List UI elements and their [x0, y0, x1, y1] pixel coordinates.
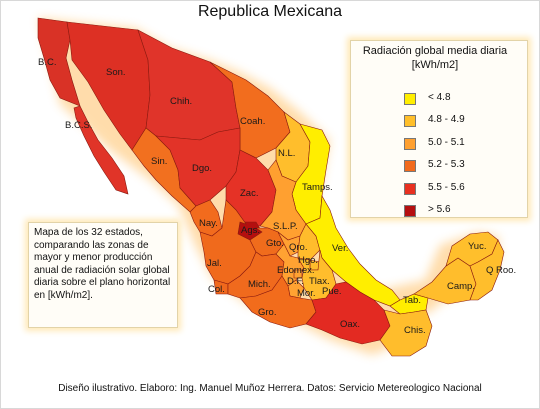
- label-chis: Chis.: [404, 325, 426, 336]
- label-jal: Jal.: [207, 258, 222, 269]
- label-gro: Gro.: [258, 307, 276, 318]
- label-sin: Sin.: [151, 156, 167, 167]
- label-coah: Coah.: [240, 116, 265, 127]
- state-gro: [239, 275, 317, 329]
- label-edomex: Edomex.: [277, 265, 315, 276]
- label-dgo: Dgo.: [192, 163, 212, 174]
- note-panel: [28, 222, 178, 328]
- label-son: Son.: [106, 67, 126, 78]
- label-ags: Ags.: [241, 225, 260, 236]
- label-nl: N.L.: [278, 148, 295, 159]
- label-slp: S.L.P.: [273, 221, 298, 232]
- label-pue: Pue.: [322, 286, 342, 297]
- legend-label: > 5.6: [428, 204, 451, 215]
- label-qroo: Q Roo.: [486, 265, 516, 276]
- label-zac: Zac.: [240, 188, 258, 199]
- state-bcs: [73, 105, 129, 195]
- label-bc: B.C.: [38, 57, 56, 68]
- label-nay: Nay.: [199, 218, 218, 229]
- label-oax: Oax.: [340, 319, 360, 330]
- label-ver: Ver.: [332, 243, 348, 254]
- legend-label: < 4.8: [428, 92, 451, 103]
- state-qroo: [469, 239, 505, 301]
- legend-swatch: [404, 183, 416, 195]
- legend-swatch: [404, 93, 416, 105]
- label-qro: Qro.: [289, 242, 307, 253]
- state-coah: [209, 61, 291, 159]
- label-gto: Gto.: [266, 238, 284, 249]
- label-mor: Mor.: [297, 288, 315, 299]
- legend-swatch: [404, 115, 416, 127]
- label-yuc: Yuc.: [468, 241, 487, 252]
- label-camp: Camp.: [447, 281, 475, 292]
- label-hgo: Hgo.: [298, 255, 318, 266]
- legend-label: 4.8 - 4.9: [428, 114, 465, 125]
- legend-label: 5.2 - 5.3: [428, 159, 465, 170]
- label-chih: Chih.: [170, 96, 192, 107]
- label-df: D.F.: [287, 276, 304, 287]
- label-tlax: Tlax.: [309, 276, 330, 287]
- legend-title: Radiación global media diaria [kWh/m2]: [362, 45, 508, 71]
- credit-line: Diseño ilustrativo. Elaboro: Ing. Manuel…: [58, 383, 482, 394]
- state-labels: B.C. B.C.S. Son. Chih. Coah. N.L. Tamps.…: [38, 57, 516, 336]
- label-tab: Tab.: [403, 295, 421, 306]
- state-chih: [137, 29, 241, 141]
- label-tamps: Tamps.: [302, 182, 333, 193]
- note-text: Mapa de los 32 estados, comparando las z…: [34, 227, 171, 301]
- legend-swatch: [404, 205, 416, 217]
- legend-label: 5.0 - 5.1: [428, 137, 465, 148]
- label-mich: Mich.: [248, 279, 271, 290]
- map-title: Republica Mexicana: [197, 3, 343, 20]
- state-pue: [297, 249, 337, 301]
- legend-label: 5.5 - 5.6: [428, 182, 465, 193]
- legend-panel: [350, 40, 528, 218]
- legend-swatch: [404, 138, 416, 150]
- legend-swatch: [404, 160, 416, 172]
- label-col: Col.: [208, 284, 225, 295]
- label-bcs: B.C.S.: [65, 120, 92, 131]
- state-chis: [379, 309, 433, 357]
